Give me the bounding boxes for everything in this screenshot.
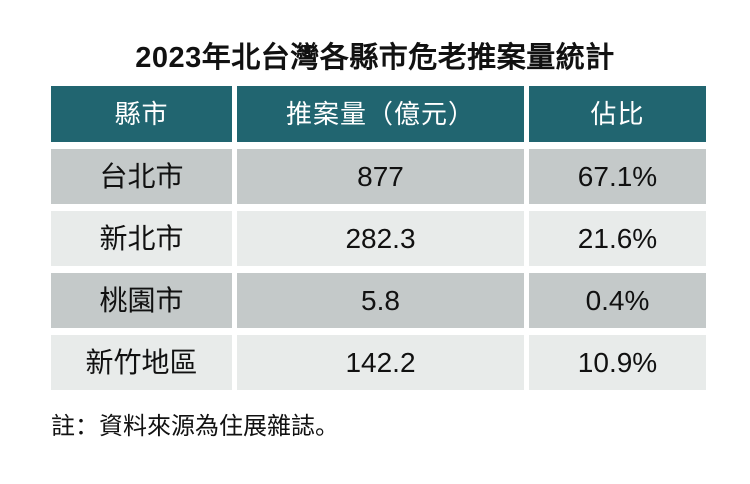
- cell-share: 67.1%: [529, 149, 706, 204]
- page-title: 2023年北台灣各縣市危老推案量統計: [135, 42, 615, 74]
- cell-share: 10.9%: [529, 335, 706, 390]
- cell-county: 台北市: [51, 149, 232, 204]
- cell-county: 新竹地區: [51, 335, 232, 390]
- cell-volume: 877: [237, 149, 524, 204]
- cell-volume: 282.3: [237, 211, 524, 266]
- cell-share: 0.4%: [529, 273, 706, 328]
- source-note: 註：資料來源為住展雜誌。: [51, 413, 339, 440]
- cell-county: 桃園市: [51, 273, 232, 328]
- cell-volume: 5.8: [237, 273, 524, 328]
- cell-county: 新北市: [51, 211, 232, 266]
- cell-volume: 142.2: [237, 335, 524, 390]
- column-header-volume: 推案量（億元）: [237, 86, 524, 142]
- column-header-county: 縣市: [51, 86, 232, 142]
- statistics-table: 縣市 推案量（億元） 佔比 台北市 877 67.1% 新北市 282.3 21…: [51, 86, 706, 390]
- column-header-share: 佔比: [529, 86, 706, 142]
- cell-share: 21.6%: [529, 211, 706, 266]
